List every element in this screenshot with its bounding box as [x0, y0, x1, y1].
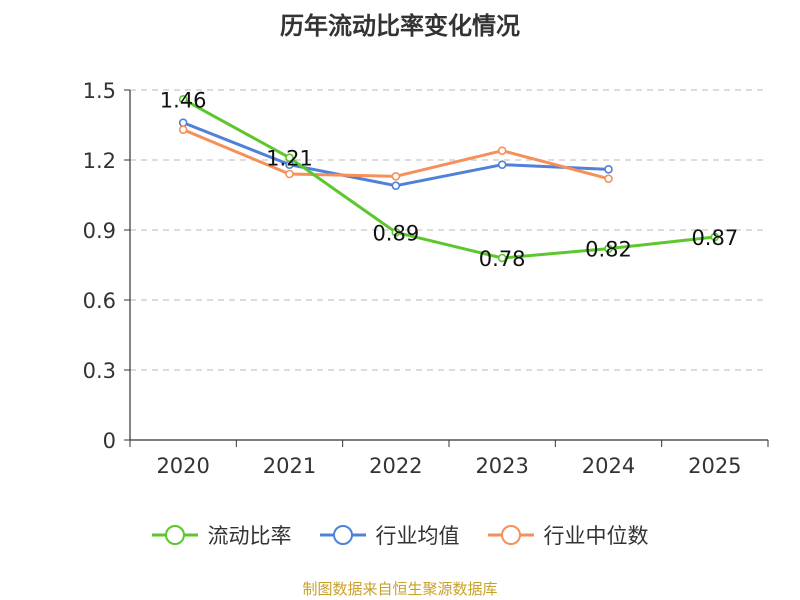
- legend-item[interactable]: 流动比率: [151, 520, 292, 550]
- data-point: [710, 232, 720, 242]
- data-point: [178, 125, 188, 134]
- data-point: [178, 118, 188, 127]
- legend-item[interactable]: 行业均值: [319, 520, 460, 550]
- data-point: [497, 253, 507, 263]
- y-tick-label: 1.2: [83, 149, 116, 173]
- x-tick-label: 2025: [688, 454, 741, 478]
- data-label: 0.87: [691, 226, 738, 250]
- data-point: [391, 172, 401, 181]
- data-point: [391, 181, 401, 190]
- y-tick-label: 0.6: [83, 289, 116, 313]
- chart-title: 历年流动比率变化情况: [280, 12, 520, 40]
- x-tick-label: 2021: [263, 454, 316, 478]
- series-line-0: [182, 98, 715, 260]
- data-point: [604, 165, 613, 174]
- data-point: [497, 146, 507, 155]
- legend-label: 流动比率: [207, 524, 292, 548]
- source-note: 制图数据来自恒生聚源数据库: [302, 580, 498, 598]
- x-tick-label: 2024: [582, 454, 635, 478]
- data-point: [604, 174, 613, 183]
- series-lines: [178, 95, 720, 263]
- data-label: 1.46: [160, 88, 207, 112]
- legend-item[interactable]: 行业中位数: [487, 520, 649, 550]
- x-tick-label: 2023: [475, 454, 528, 478]
- y-tick-label: 0: [103, 429, 116, 453]
- data-point: [178, 95, 188, 104]
- legend-swatch-icon: [487, 525, 534, 545]
- x-tick-label: 2022: [369, 454, 422, 478]
- data-label: 1.21: [266, 147, 313, 171]
- data-point: [285, 153, 294, 162]
- grid-lines: [130, 89, 768, 371]
- legend-label: 行业中位数: [543, 524, 649, 548]
- data-point: [285, 169, 294, 179]
- axes: 0 0.3 0.6 0.9 1.2 1.5 2020 2021 2022 2023 2024 2025: [83, 79, 769, 478]
- legend-swatch-icon: [319, 525, 366, 545]
- series-line-2: [182, 128, 609, 181]
- data-label: 0.89: [372, 221, 419, 245]
- data-point: [497, 160, 507, 169]
- legend: 流动比率 行业均值 行业中位数: [0, 520, 800, 550]
- data-label: 0.78: [479, 247, 526, 271]
- data-labels: 1.46 1.21 0.89 0.78 0.82 0.87: [160, 88, 738, 271]
- data-label: 0.82: [585, 238, 632, 262]
- legend-swatch-icon: [151, 525, 198, 545]
- y-tick-label: 1.5: [83, 79, 116, 103]
- y-tick-label: 0.3: [83, 359, 116, 383]
- x-tick-label: 2020: [156, 454, 209, 478]
- data-point: [604, 244, 613, 253]
- data-point: [391, 228, 401, 237]
- legend-label: 行业均值: [375, 524, 460, 548]
- y-tick-label: 0.9: [83, 219, 116, 243]
